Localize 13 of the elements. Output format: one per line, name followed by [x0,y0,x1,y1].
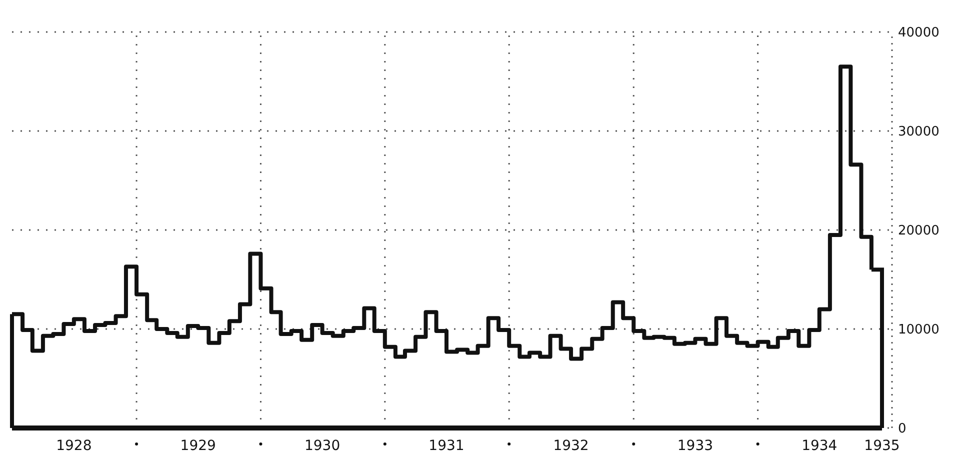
x-tick-label: 1934 [802,438,838,454]
y-tick-label: 10000 [898,322,940,338]
y-tick-label: 40000 [898,26,940,41]
x-tick-label: 1935 [864,438,900,454]
y-tick-label: 0 [898,422,906,437]
x-tick-label: 1932 [553,438,589,454]
x-tick-label: 1928 [56,438,92,454]
x-tick-label: 1933 [677,438,714,454]
x-tick-label: 1929 [180,438,216,454]
x-tick-label: 1931 [428,438,464,454]
x-tick-label: 1930 [304,438,340,454]
y-tick-label: 30000 [898,124,940,140]
y-tick-label: 20000 [898,224,940,239]
